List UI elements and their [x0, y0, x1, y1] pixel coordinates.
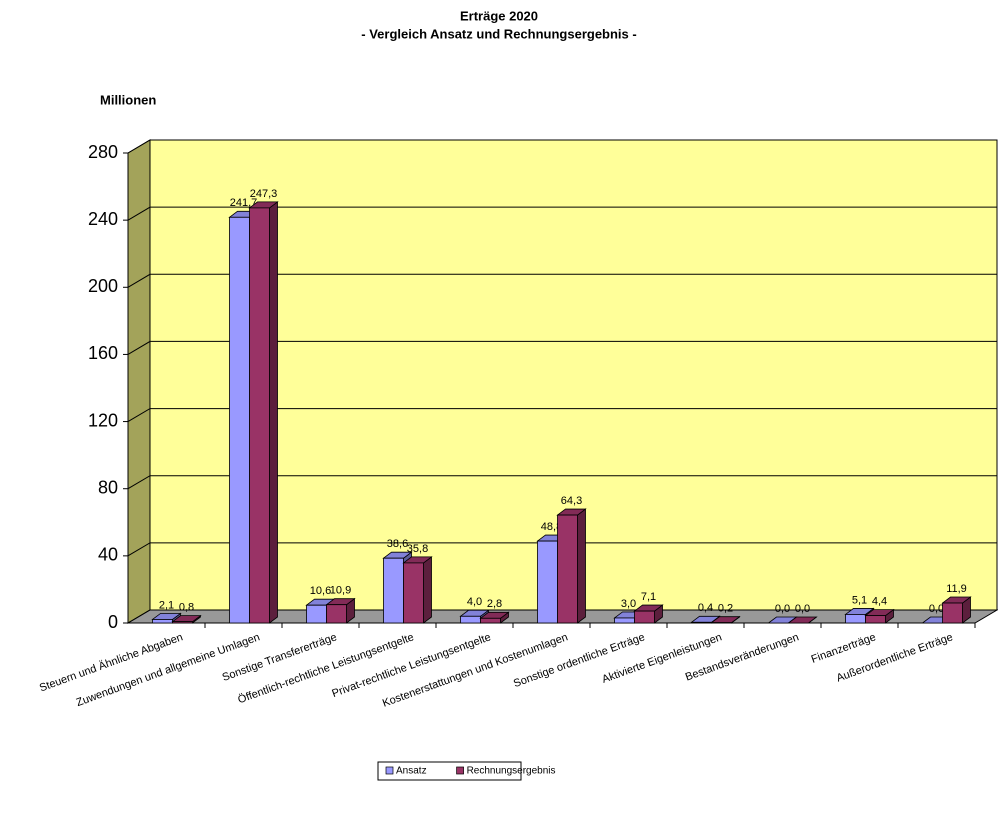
bar — [384, 558, 404, 623]
bar — [307, 605, 327, 623]
y-tick-label: 200 — [88, 276, 118, 296]
bar — [846, 614, 866, 623]
x-tick-label: Sonstige ordentliche Erträge — [512, 631, 647, 690]
value-label: 0,0 — [795, 603, 810, 615]
value-label: 3,0 — [621, 598, 636, 610]
chart-title: Erträge 2020 — [460, 8, 538, 23]
bar-side — [270, 202, 278, 623]
value-label: 10,9 — [330, 585, 351, 597]
bar — [866, 616, 886, 623]
value-label: 0,2 — [718, 603, 733, 615]
bar — [173, 622, 193, 623]
legend-swatch — [457, 767, 464, 774]
y-tick-label: 160 — [88, 343, 118, 363]
y-tick-label: 40 — [98, 545, 118, 565]
bar — [404, 563, 424, 623]
chart-subtitle: - Vergleich Ansatz und Rechnungsergebnis… — [361, 26, 636, 41]
legend-swatch — [386, 767, 393, 774]
value-label: 7,1 — [641, 591, 656, 603]
value-label: 4,0 — [467, 596, 482, 608]
y-axis-label: Millionen — [100, 92, 156, 107]
bar — [461, 616, 481, 623]
bar — [635, 611, 655, 623]
legend-label: Rechnungsergebnis — [467, 766, 556, 777]
legend-label: Ansatz — [396, 766, 427, 777]
value-label: 0,0 — [929, 603, 944, 615]
value-label: 35,8 — [407, 543, 428, 555]
bar — [327, 605, 347, 623]
value-label: 2,1 — [159, 599, 174, 611]
bar — [558, 515, 578, 623]
bar-side — [578, 509, 586, 623]
value-label: 0,8 — [179, 602, 194, 614]
bar-side — [424, 557, 432, 623]
value-label: 38,6 — [387, 538, 408, 550]
side-wall — [128, 140, 150, 623]
value-label: 247,3 — [250, 188, 278, 200]
value-label: 4,4 — [872, 596, 887, 608]
bar — [481, 618, 501, 623]
value-label: 0,4 — [698, 602, 713, 614]
bar — [538, 541, 558, 623]
value-label: 0,0 — [775, 603, 790, 615]
y-tick-label: 280 — [88, 142, 118, 162]
value-label: 11,9 — [946, 583, 967, 595]
y-tick-label: 120 — [88, 410, 118, 430]
bar — [153, 619, 173, 623]
value-label: 10,6 — [310, 585, 331, 597]
bar — [943, 603, 963, 623]
bar — [615, 618, 635, 623]
y-tick-label: 0 — [108, 612, 118, 632]
value-label: 64,3 — [561, 495, 582, 507]
value-label: 5,1 — [852, 594, 867, 606]
bar — [230, 217, 250, 623]
y-tick-label: 240 — [88, 209, 118, 229]
bar — [692, 622, 712, 623]
y-tick-label: 80 — [98, 477, 118, 497]
bar — [250, 208, 270, 623]
value-label: 2,8 — [487, 598, 502, 610]
